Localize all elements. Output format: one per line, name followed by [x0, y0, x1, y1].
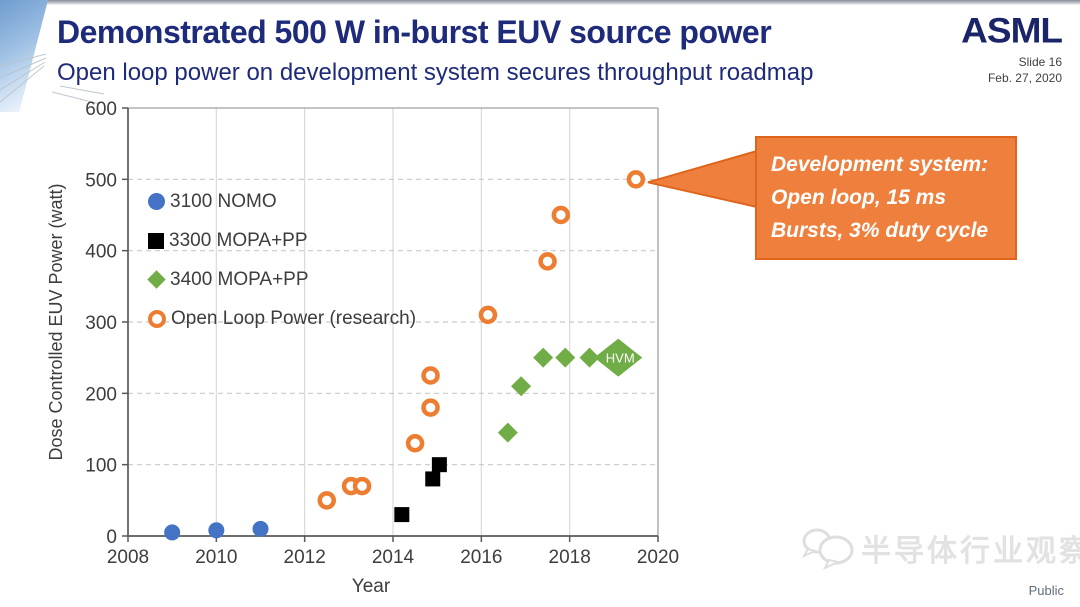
series-open-loop-power-research-: [317, 170, 646, 510]
page-title: Demonstrated 500 W in-burst EUV source p…: [57, 14, 772, 50]
x-axis-title: Year: [352, 576, 391, 597]
svg-text:2020: 2020: [637, 547, 679, 568]
axis-ticks: [122, 107, 659, 542]
chart-legend: 3100 NOMO 3300 MOPA+PP 3400 MOPA+PP Open Lo…: [147, 182, 416, 338]
series-3300-mopa-pp: [394, 457, 447, 523]
svg-text:600: 600: [85, 99, 117, 120]
svg-text:2014: 2014: [372, 547, 415, 568]
svg-text:200: 200: [85, 384, 117, 405]
page-subtitle: Open loop power on development system se…: [57, 59, 814, 86]
open-circle-marker-icon: [148, 309, 166, 328]
legend-item-2: 3300 MOPA+PP: [148, 221, 416, 260]
svg-text:0: 0: [106, 527, 117, 548]
asml-logo: ASML: [961, 11, 1063, 50]
watermark: 半导体行业观察: [795, 520, 1080, 576]
svg-text:100: 100: [85, 456, 117, 477]
legend-item-4: Open Loop Power (research): [148, 299, 416, 338]
hvm-label: HVM: [606, 351, 635, 366]
corner-decor-lines: [0, 53, 105, 105]
y-axis-title: Dose Controlled EUV Power (watt): [46, 183, 66, 460]
brand-block: ASML Slide 16 Feb. 27, 2020: [961, 10, 1063, 86]
svg-text:500: 500: [85, 170, 117, 191]
callout-line: Open loop, 15 ms: [771, 186, 947, 209]
callout-line: Bursts, 3% duty cycle: [771, 219, 989, 242]
legend-label: 3300 MOPA+PP: [169, 229, 308, 251]
slide-date: Feb. 27, 2020: [987, 71, 1062, 85]
circle-marker-icon: [148, 193, 165, 210]
legend-label: 3100 NOMO: [170, 190, 277, 212]
legend-item-3: 3400 MOPA+PP: [147, 260, 416, 299]
square-marker-icon: [148, 232, 164, 249]
gridlines: [128, 108, 658, 536]
legend-label: Open Loop Power (research): [171, 307, 417, 329]
hvm-diamond-marker: [594, 338, 643, 377]
callout-pointer: [647, 149, 758, 209]
slide-number: Slide 16: [1018, 55, 1062, 69]
callout-line: Development system:: [771, 153, 989, 176]
axis-tick-labels: 2008 2010 2012 2014 2016 2018 2020 0 100 200 300 40…: [85, 99, 679, 568]
svg-text:2018: 2018: [549, 547, 591, 568]
slide-top-edge: [0, 0, 1080, 5]
watermark-text: 半导体行业观察: [861, 535, 1080, 568]
svg-text:2008: 2008: [107, 547, 149, 568]
legend-item-1: 3100 NOMO: [148, 182, 416, 221]
diamond-marker-icon: [147, 270, 166, 289]
series-3400-mopa-pp: HVM: [497, 338, 643, 443]
legend-label: 3400 MOPA+PP: [170, 268, 309, 290]
svg-text:2012: 2012: [284, 547, 326, 568]
svg-text:300: 300: [85, 313, 117, 334]
slide-meta: Slide 16 Feb. 27, 2020: [961, 54, 1062, 86]
svg-text:2016: 2016: [460, 547, 502, 568]
svg-text:2010: 2010: [195, 547, 237, 568]
classification-label: Public: [1028, 583, 1064, 598]
series-3100-nomo: [164, 520, 269, 541]
development-system-callout: Development system: Open loop, 15 ms Bur…: [755, 136, 1017, 260]
chat-bubbles-logo-icon: [801, 528, 854, 571]
svg-text:400: 400: [85, 242, 117, 263]
